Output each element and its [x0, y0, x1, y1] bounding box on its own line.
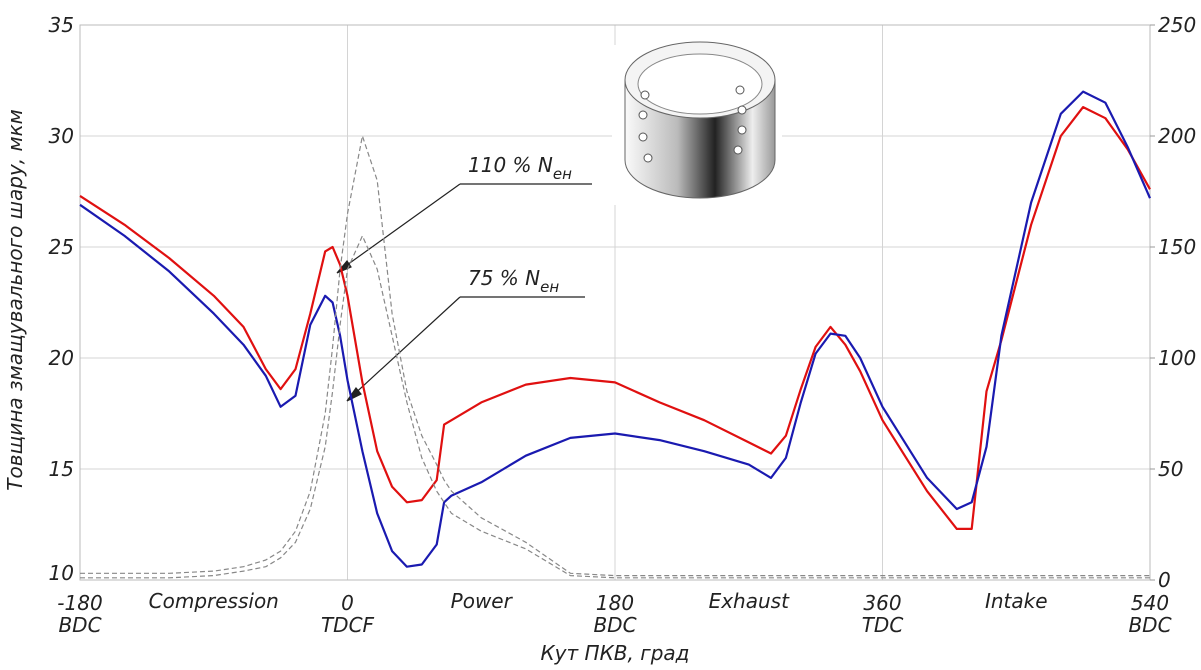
y-tick-label: 15: [49, 457, 74, 481]
x-tick-label: 540: [1131, 591, 1169, 615]
ring-illustration: [612, 42, 782, 205]
y-tick-label: 30: [49, 124, 74, 148]
y-tick-label: 10: [49, 561, 74, 585]
phase-label: Power: [451, 589, 514, 613]
series-label: 110 % Nен: [468, 153, 572, 183]
series-name-subscript: ен: [540, 278, 559, 296]
phase-label: Exhaust: [709, 589, 791, 613]
x-axis-label: Кут ПКВ, град: [540, 641, 689, 665]
y2-tick-label: 150: [1158, 235, 1196, 259]
x-tick-sublabel: BDC: [58, 613, 101, 637]
phase-label: Compression: [149, 589, 279, 613]
y2-tick-label: 250: [1158, 13, 1196, 37]
x-tick-label: 180: [596, 591, 634, 615]
y2-tick-label: 100: [1158, 346, 1196, 370]
y2-tick-label: 200: [1158, 124, 1196, 148]
x-tick-sublabel: BDC: [593, 613, 636, 637]
x-tick-label: -180: [57, 591, 102, 615]
y2-tick-label: 0: [1158, 568, 1171, 592]
y-tick-label: 25: [49, 235, 74, 259]
y-axis-label: Товщина змащувального шару, мкм: [3, 109, 27, 491]
series-name: 110 % N: [468, 153, 553, 177]
series-name: 75 % N: [468, 266, 540, 290]
x-tick-label: 360: [863, 591, 901, 615]
y2-tick-label: 50: [1158, 457, 1183, 481]
x-tick-sublabel: BDC: [1128, 613, 1171, 637]
series-name-subscript: ен: [553, 165, 572, 183]
x-tick-label: 0: [341, 591, 354, 615]
series-label: 75 % Nен: [468, 266, 559, 296]
phase-label: Intake: [985, 589, 1048, 613]
x-tick-sublabel: TDCF: [321, 613, 375, 637]
y-tick-label: 20: [49, 346, 74, 370]
y-tick-label: 35: [49, 13, 74, 37]
x-tick-sublabel: TDC: [862, 613, 904, 637]
chart: Товщина змащувального шару, мкм Кут ПКВ,…: [0, 0, 1201, 670]
